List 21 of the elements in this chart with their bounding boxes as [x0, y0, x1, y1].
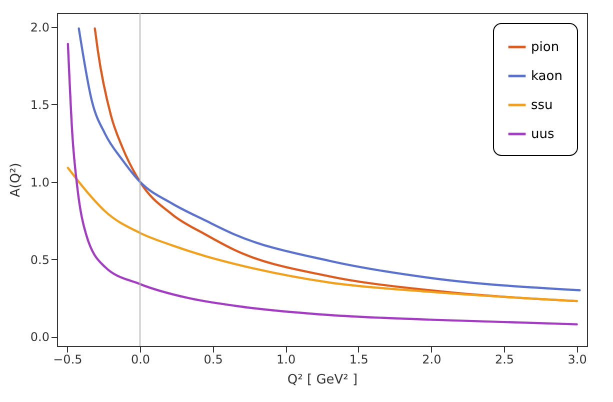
y-tick-label: 0.5 [30, 252, 50, 267]
y-tick-label: 1.5 [30, 98, 50, 112]
legend-label: pion [531, 40, 560, 55]
y-axis-title: A(Q²) [8, 162, 24, 198]
line-series [66, 42, 578, 326]
x-tick-label: 3.0 [568, 352, 587, 366]
line-series [66, 166, 578, 302]
y-tick-label: 2.0 [30, 20, 50, 34]
y-tick-label: 0.0 [30, 330, 50, 344]
x-tick-label: 1.5 [349, 352, 368, 366]
legend-label: ssu [531, 98, 553, 113]
x-tick-label: 1.0 [276, 352, 296, 366]
x-tick-label: −0.5 [53, 352, 82, 366]
x-tick-label: 0.5 [204, 352, 223, 366]
x-axis-title: Q² [ GeV² ] [287, 372, 358, 388]
y-tick-label: 1.0 [30, 175, 50, 190]
legend-label: uus [531, 127, 554, 142]
legend-label: kaon [531, 69, 562, 84]
x-tick-label: 2.5 [494, 352, 514, 366]
x-tick-label: 0.0 [130, 352, 150, 366]
x-tick-label: 2.0 [422, 352, 442, 366]
